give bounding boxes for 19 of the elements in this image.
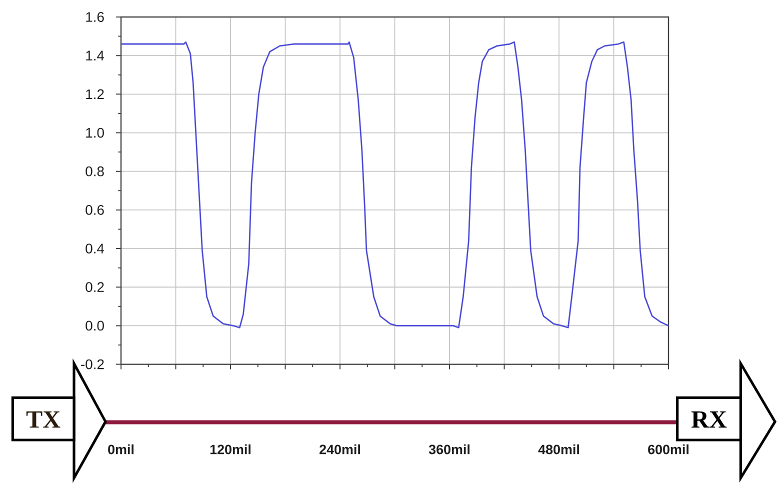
y-tick-label: 0.6 — [86, 204, 104, 215]
y-tick-label: 1.4 — [86, 50, 104, 60]
y-tick-label: 0.4 — [86, 244, 104, 254]
y-tick-label: 0.0 — [86, 320, 104, 331]
x-tick-label: 480mil — [538, 444, 579, 454]
line-series — [120, 41, 670, 328]
text: RX — [691, 411, 727, 428]
y-tick-label: 1.0 — [86, 128, 104, 138]
x-tick-label: 360mil — [428, 444, 470, 454]
y-tick-label: 0.2 — [86, 282, 104, 292]
text: TX — [26, 411, 60, 428]
y-tick-label: 1.6 — [86, 12, 104, 22]
x-tick-label: 0mil — [108, 444, 134, 454]
x-tick-label: 240mil — [320, 444, 360, 454]
y-tick-label: -0.2 — [81, 359, 104, 370]
x-tick-label: 120mil — [210, 444, 250, 454]
y-tick-label: 1.2 — [86, 89, 104, 100]
x-tick-label: 600mil — [648, 444, 688, 454]
y-tick-label: 0.8 — [86, 166, 104, 176]
